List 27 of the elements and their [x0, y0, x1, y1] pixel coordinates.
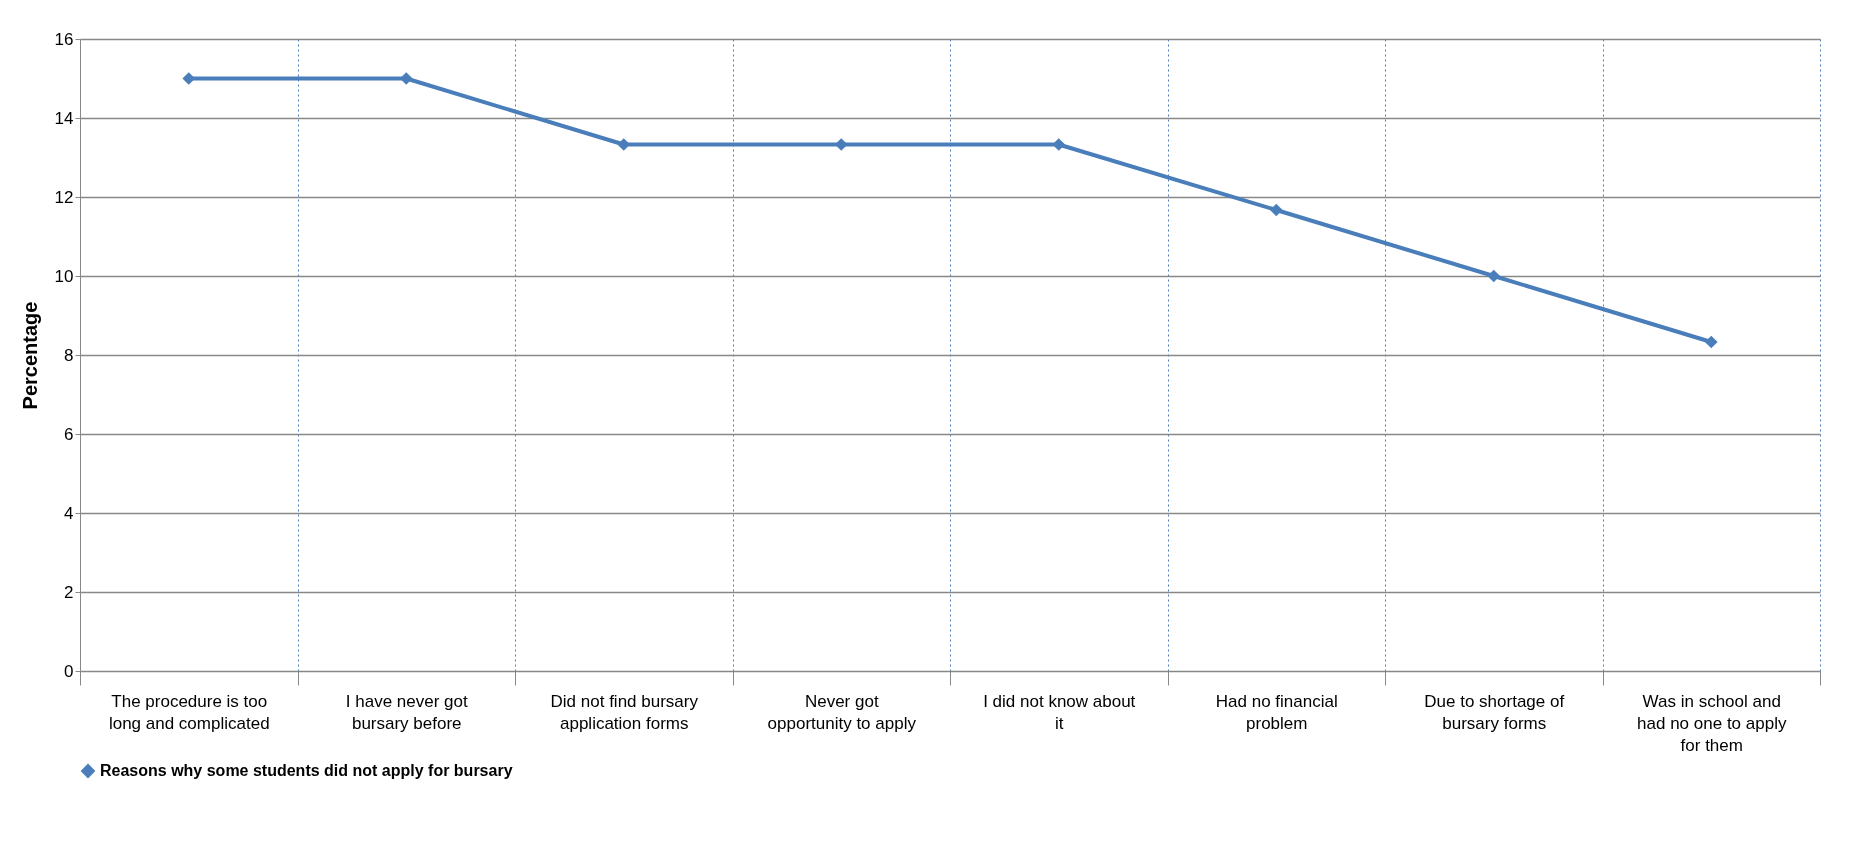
x-tick-label: Due to shortage of bursary forms: [1424, 691, 1565, 733]
y-tick-label: 16: [54, 29, 74, 49]
x-tick-label: Was in school and had no one to apply for them: [1637, 691, 1787, 755]
point: [182, 72, 196, 85]
point: [399, 72, 413, 85]
x-tick-label: I have never got bursary before: [345, 691, 468, 733]
point: [834, 138, 848, 151]
x-tick-label: Did not find bursary application forms: [550, 691, 699, 733]
point: [1269, 203, 1283, 217]
y-tick-label: 8: [64, 345, 74, 365]
y-tick-label: 0: [64, 661, 74, 681]
x-tick-label: The procedure is too long and complicated: [108, 691, 270, 733]
y-axis-title: Percentage: [18, 301, 41, 410]
point: [1052, 138, 1066, 151]
x-tick-label: Never got opportunity to apply: [767, 691, 917, 733]
y-tick-label: 2: [64, 582, 74, 602]
legend-label: Reasons why some students did not apply for bursary: [100, 762, 513, 779]
y-tick-label: 12: [54, 187, 74, 207]
y-tick-label: 14: [54, 108, 74, 128]
x-tick-label: Had no financial problem: [1215, 691, 1338, 733]
point: [617, 138, 631, 151]
y-tick-label: 4: [64, 503, 74, 523]
point: [1704, 335, 1718, 349]
y-tick-label: 6: [64, 424, 74, 444]
y-tick-label: 10: [54, 266, 74, 286]
x-tick-label: I did not know about it: [983, 691, 1136, 733]
point: [1487, 269, 1501, 283]
